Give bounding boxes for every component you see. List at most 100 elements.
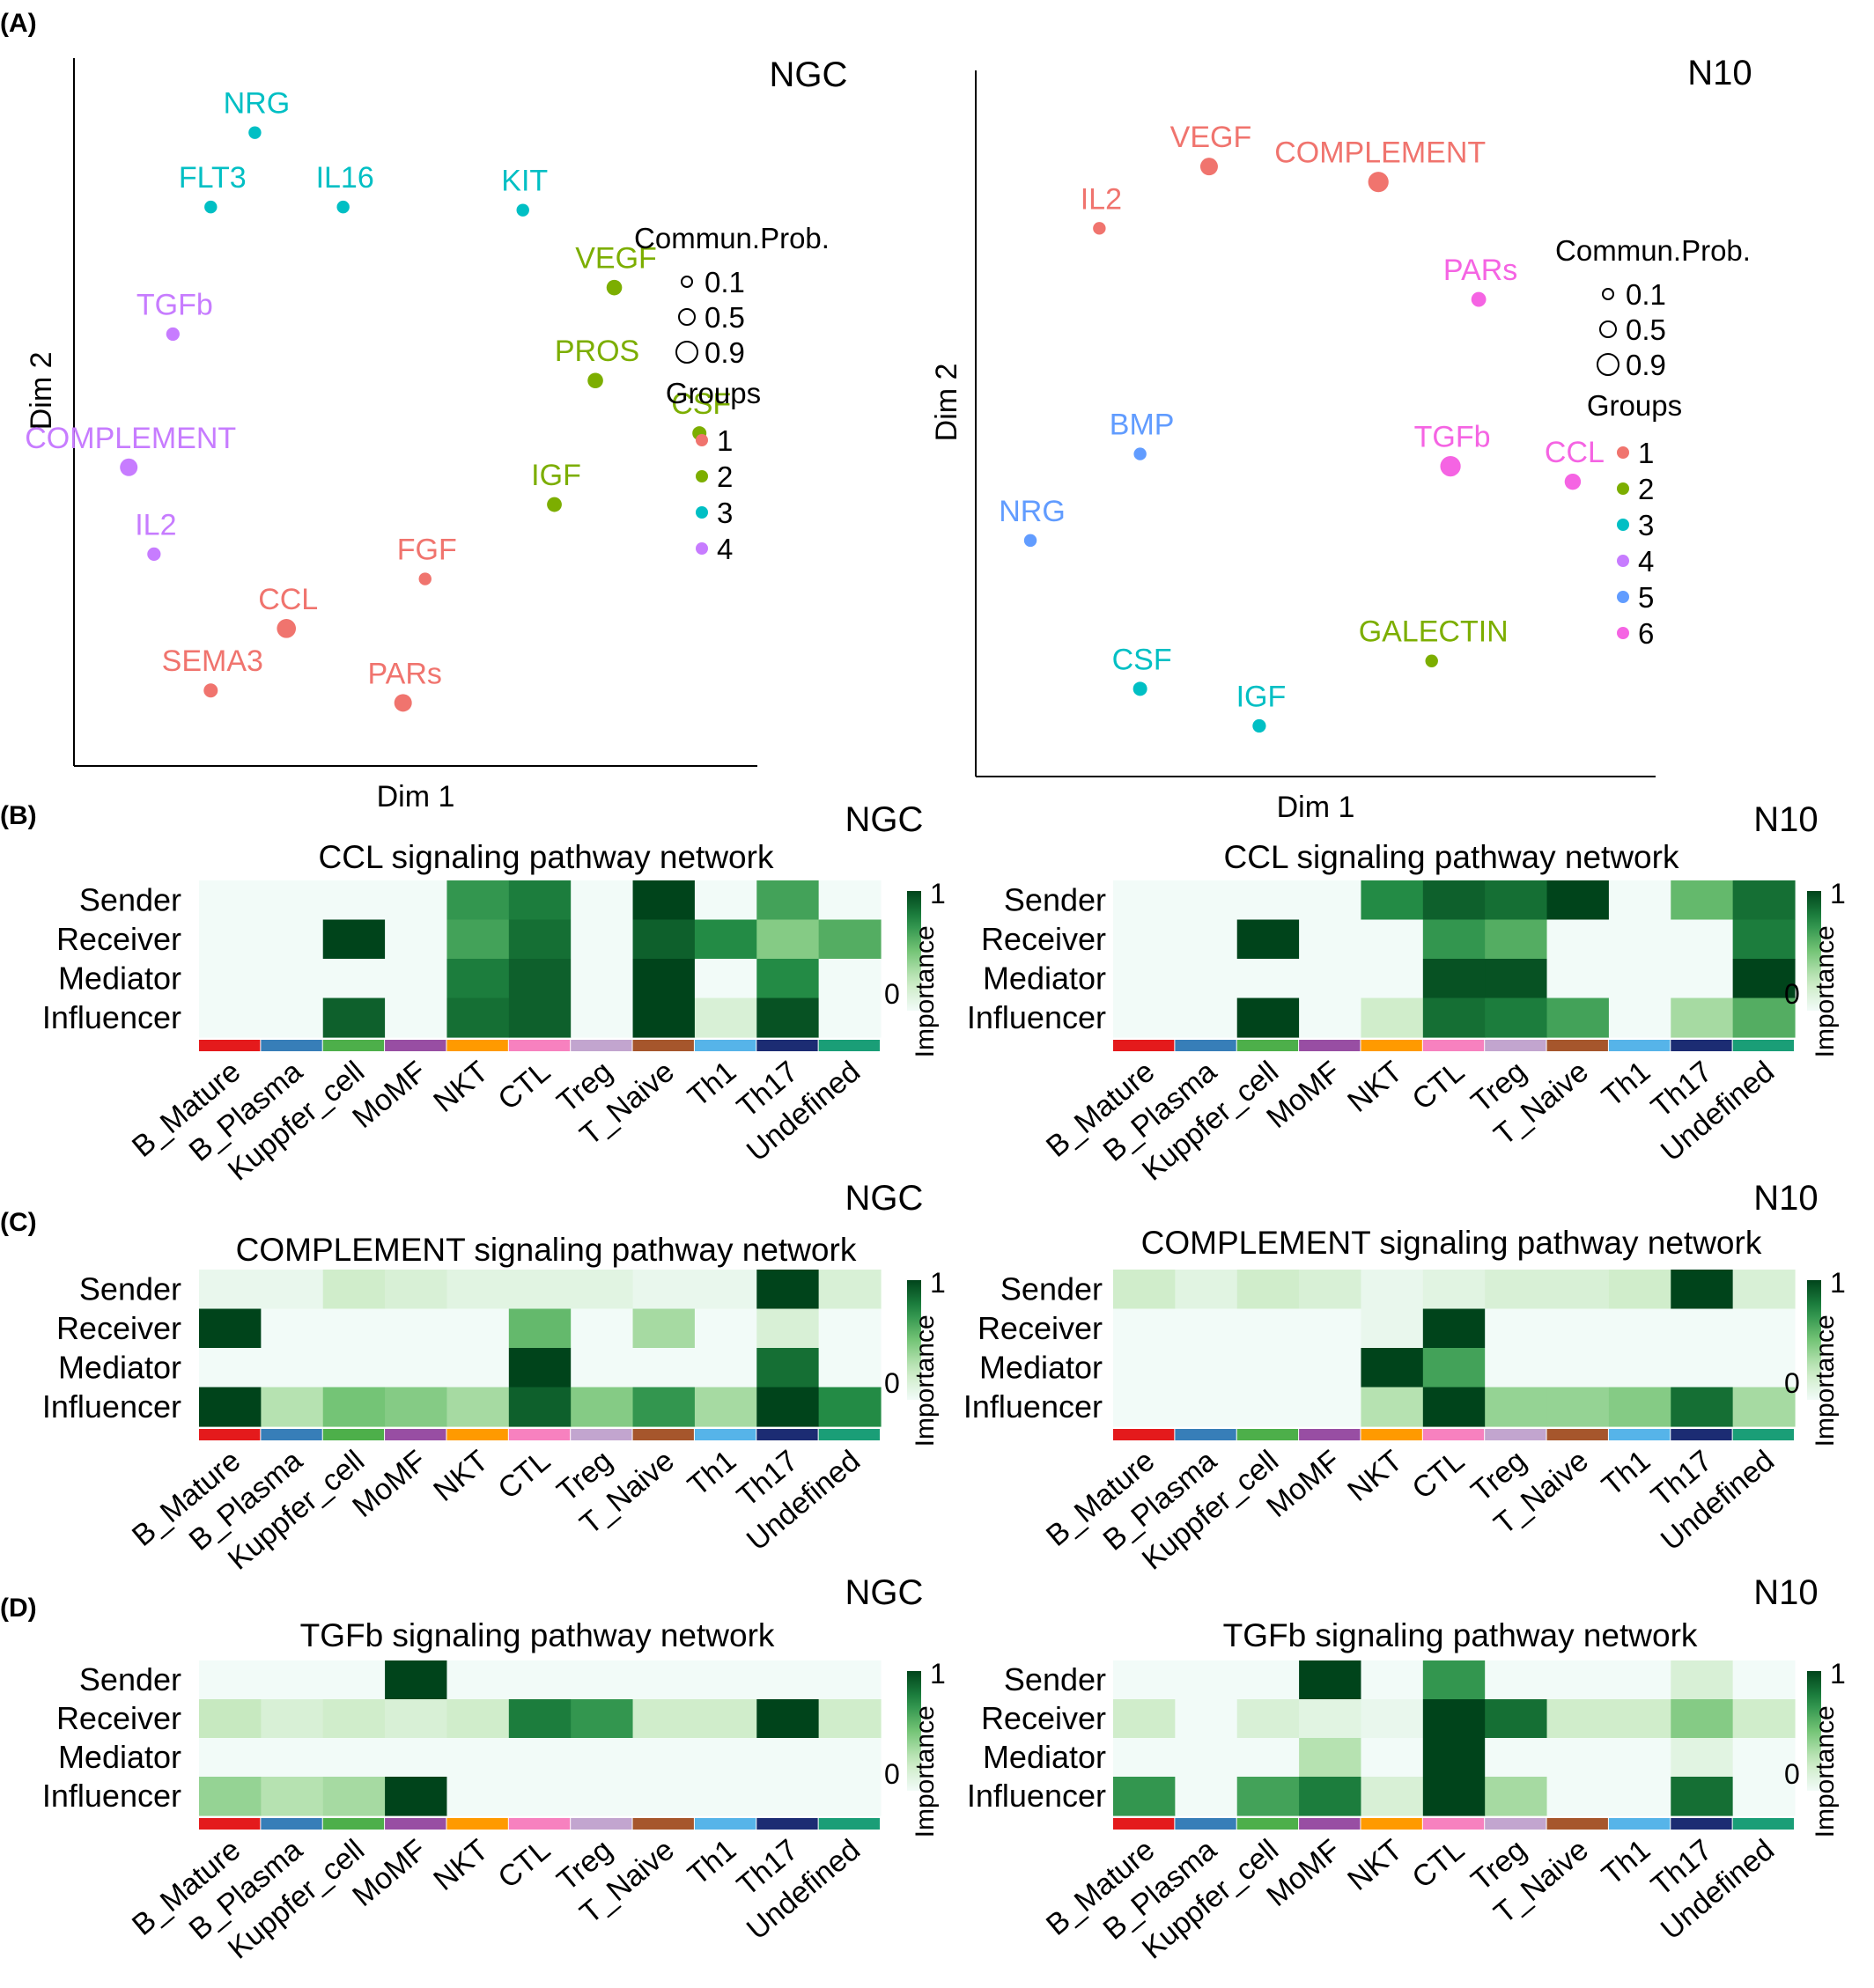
heat-cell (1546, 919, 1610, 960)
cell-type-color-bar (199, 1429, 261, 1440)
cell-type-label: Th1 (682, 1833, 742, 1892)
heat-cell (632, 1777, 696, 1816)
cell-type-color-bar (322, 1040, 385, 1051)
point-fgf (418, 572, 432, 585)
cell-type-color-bar (571, 1429, 632, 1440)
heat-cell (1175, 1777, 1238, 1816)
cell-type-label: NKT (1341, 1444, 1409, 1508)
colorbar-max-label: 1 (1830, 1658, 1846, 1690)
heat-cell (508, 919, 572, 960)
heat-cell (756, 1387, 820, 1427)
point-label: GALECTIN (1359, 615, 1509, 649)
heat-cell (1671, 880, 1734, 921)
cell-type-color-bar (571, 1040, 632, 1051)
heat-cell (756, 1660, 820, 1700)
point-label: PARs (1443, 254, 1517, 287)
heat-cell (1175, 1738, 1238, 1778)
colorbar (907, 1280, 921, 1400)
point-label: BMP (1110, 409, 1175, 442)
colorbar-min-label: 0 (884, 1758, 900, 1790)
heat-cell (385, 1348, 448, 1388)
heat-cell (756, 1777, 820, 1816)
heat-cell (1299, 1777, 1362, 1816)
heat-cell (322, 998, 386, 1038)
heat-cell (1671, 919, 1734, 960)
heat-cell (1299, 1387, 1362, 1427)
size-legend-value: 0.5 (705, 301, 745, 334)
heat-cell (261, 1660, 324, 1700)
cell-type-label: CTL (1406, 1833, 1472, 1895)
heat-cell (261, 880, 324, 921)
heat-cell (1361, 919, 1424, 960)
heat-cell (1361, 1308, 1424, 1349)
point-label: TGFb (136, 288, 213, 321)
heat-cell (694, 1270, 757, 1310)
heat-cell (632, 1387, 696, 1427)
scatter-A-NGC: NGC Dim 1 Dim 2 NRG FLT3 IL16 KIT VEGF PROS CSF IG… (25, 55, 847, 814)
heat-cell (1485, 1387, 1548, 1427)
role-label-mediator: Mediator (983, 960, 1106, 996)
size-legend-title: Commun.Prob. (1555, 234, 1751, 267)
cell-type-color-bar (261, 1818, 322, 1830)
point-ccl (1564, 473, 1582, 490)
heat-cell (1113, 959, 1176, 999)
heat-cell (818, 998, 882, 1038)
heat-cell (1361, 998, 1424, 1038)
point-pars (394, 694, 412, 712)
heat-cell (756, 998, 820, 1038)
heat-cell (694, 1660, 757, 1700)
cell-type-label: CTL (492, 1055, 557, 1116)
heat-cell (1236, 1699, 1300, 1739)
point-label: COMPLEMENT (1274, 136, 1486, 170)
group-legend-dot (1617, 519, 1629, 531)
cell-type-color-bar (818, 1040, 880, 1051)
heat-cell (1671, 998, 1734, 1038)
role-label-mediator: Mediator (58, 1349, 181, 1385)
heat-cell (818, 1699, 882, 1739)
colorbar-max-label: 1 (930, 1267, 946, 1299)
heat-cell (1671, 1699, 1734, 1739)
point-il16 (336, 200, 350, 214)
heat-cell (322, 1387, 386, 1427)
cell-type-label: CTL (492, 1444, 557, 1506)
role-label-sender: Sender (79, 881, 181, 917)
cell-type-color-bar (694, 1429, 756, 1440)
size-legend-circle (675, 341, 698, 364)
heat-cell (1175, 998, 1238, 1038)
heat-cell (1608, 1308, 1671, 1349)
heat-cell (1732, 919, 1796, 960)
point-label: IL16 (316, 161, 374, 195)
heat-cell (1113, 1387, 1176, 1427)
heat-cell (1608, 919, 1671, 960)
heat-cell (1236, 1660, 1300, 1700)
point-label: IGF (531, 459, 581, 492)
point-label: TGFb (1414, 421, 1491, 454)
heat-cell (756, 1738, 820, 1778)
heat-cell (1236, 1348, 1300, 1388)
point-label: COMPLEMENT (25, 422, 236, 455)
cell-type-label: Th1 (1596, 1833, 1656, 1892)
cell-type-color-bar (1113, 1818, 1175, 1830)
cell-type-color-bar (385, 1040, 446, 1051)
group-legend-label: 1 (717, 424, 733, 457)
point-vegf (606, 279, 623, 296)
heat-cell (199, 880, 262, 921)
heat-cell (446, 1387, 510, 1427)
colorbar (907, 891, 921, 1011)
heat-cell (1175, 959, 1238, 999)
heat-cell (1732, 998, 1796, 1038)
cell-type-color-bar (199, 1818, 261, 1830)
heat-cell (446, 919, 510, 960)
heat-cell (1671, 1738, 1734, 1778)
cell-type-color-bar (1236, 1818, 1299, 1830)
heat-cell (261, 1699, 324, 1739)
heat-cell (1671, 1308, 1734, 1349)
heat-cell (261, 1777, 324, 1816)
point-tgfb (166, 327, 180, 342)
point-label: IL2 (135, 508, 176, 541)
group-legend-label: 4 (1638, 545, 1654, 578)
cell-type-color-bar (508, 1040, 571, 1051)
heat-cell (694, 1699, 757, 1739)
cell-type-label: Th1 (682, 1055, 742, 1114)
group-legend-dot (696, 470, 708, 482)
